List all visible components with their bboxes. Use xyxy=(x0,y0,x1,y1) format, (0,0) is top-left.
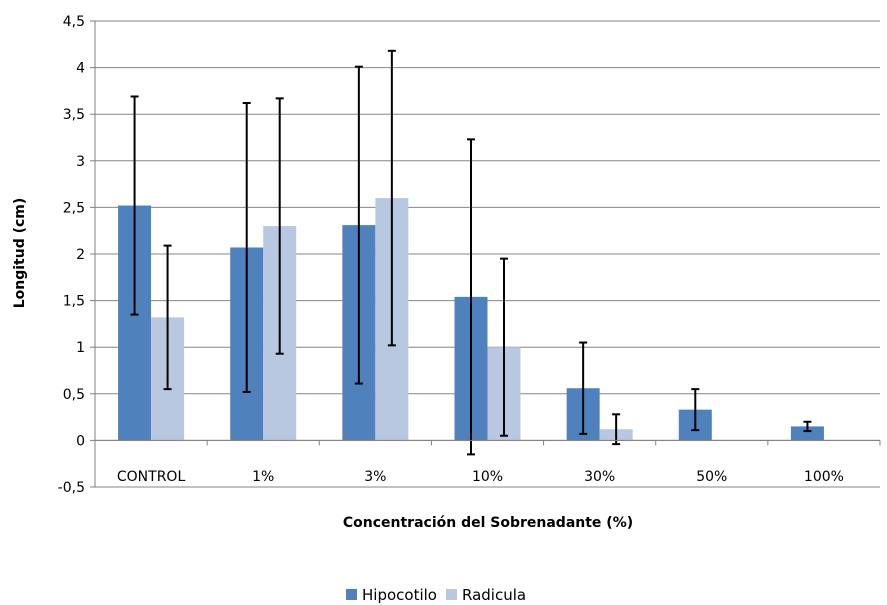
y-axis-title: Longitud (cm) xyxy=(12,198,28,309)
bar-hipocotilo xyxy=(790,426,824,441)
legend-swatch-radicula xyxy=(446,589,457,600)
error-bar-radicula xyxy=(612,413,621,446)
x-tick-label: 1% xyxy=(252,469,274,485)
y-tick-label: 0 xyxy=(76,433,85,449)
error-bar-radicula xyxy=(163,244,172,391)
error-bar-hipocotilo xyxy=(691,388,700,432)
error-bar-radicula xyxy=(275,97,284,355)
y-tick-label: 2 xyxy=(76,247,85,263)
y-tick-label: 2,5 xyxy=(63,200,85,216)
y-tick-label: 1 xyxy=(76,340,85,356)
x-axis-title: Concentración del Sobrenadante (%) xyxy=(343,515,633,531)
legend-label-radicula: Radicula xyxy=(462,586,526,604)
x-axis-ticks: CONTROL 1% 3% 10% 30% 50% 100% xyxy=(94,440,881,485)
y-tick-label: -0,5 xyxy=(58,480,85,496)
legend-swatch-hipocotilo xyxy=(346,589,357,600)
x-tick-label: 100% xyxy=(804,469,844,485)
x-tick-label: 30% xyxy=(584,469,615,485)
y-tick-label: 3 xyxy=(76,154,85,170)
y-tick-label: 3,5 xyxy=(63,107,85,123)
error-bar-radicula xyxy=(387,49,396,347)
y-tick-label: 1,5 xyxy=(63,294,85,310)
error-bar-hipocotilo xyxy=(130,95,139,316)
legend-label-hipocotilo: Hipocotilo xyxy=(362,586,437,604)
x-tick-label: CONTROL xyxy=(117,469,186,485)
y-tick-label: 4 xyxy=(76,61,85,77)
error-bar-hipocotilo xyxy=(579,341,588,435)
legend: Hipocotilo Radicula xyxy=(346,586,526,604)
x-tick-label: 50% xyxy=(696,469,727,485)
y-tick-label: 0,5 xyxy=(63,387,85,403)
y-tick-label: 4,5 xyxy=(63,14,85,30)
error-bar-hipocotilo xyxy=(354,65,363,385)
y-axis-ticks: -0,5 0 0,5 1 1,5 2 2,5 3 3,5 4 4,5 xyxy=(58,14,95,496)
error-bar-hipocotilo xyxy=(467,138,475,456)
x-tick-label: 3% xyxy=(364,469,386,485)
error-bar-hipocotilo xyxy=(242,102,251,393)
x-tick-label: 10% xyxy=(472,469,503,485)
error-bars xyxy=(130,49,812,456)
error-bar-hipocotilo xyxy=(803,420,812,433)
error-bar-radicula xyxy=(500,257,508,437)
